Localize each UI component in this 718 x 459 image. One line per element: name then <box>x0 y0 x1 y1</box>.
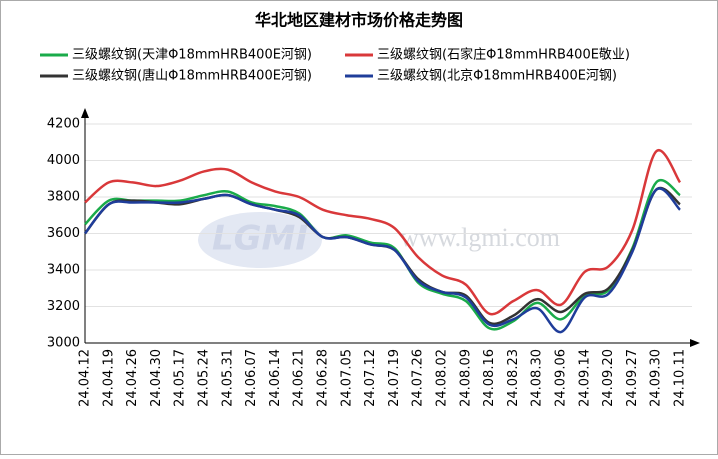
x-tick-label: 24.04.30 <box>149 349 164 407</box>
x-tick-label: 24.04.19 <box>101 349 116 407</box>
series-line <box>84 179 681 331</box>
x-tick-label: 24.09.27 <box>625 349 640 407</box>
legend-label: 三级螺纹钢(天津Φ18mmHRB400E河钢) <box>72 48 312 63</box>
x-tick-label: 24.09.06 <box>554 349 569 407</box>
chart-title: 华北地区建材市场价格走势图 <box>255 11 463 30</box>
x-tick-label: 24.04.26 <box>125 349 140 407</box>
x-tick-label: 24.08.30 <box>530 349 545 407</box>
y-axis-arrow <box>81 108 89 118</box>
x-axis-arrow <box>690 339 700 347</box>
x-tick-label: 24.06.14 <box>268 349 283 407</box>
y-tick-label: 4200 <box>47 117 80 132</box>
watermark-logo <box>198 212 322 268</box>
x-tick-label: 24.06.21 <box>292 349 307 407</box>
x-tick-label: 24.06.07 <box>244 349 259 407</box>
x-tick-label: 24.09.30 <box>649 349 664 407</box>
x-tick-label: 24.05.24 <box>197 349 212 407</box>
legend-label: 三级螺纹钢(北京Φ18mmHRB400E河钢) <box>377 69 617 84</box>
x-tick-label: 24.04.12 <box>78 349 93 407</box>
y-tick-label: 3800 <box>47 190 80 205</box>
x-tick-label: 24.10.11 <box>673 349 688 407</box>
legend-label: 三级螺纹钢(唐山Φ18mmHRB400E河钢) <box>72 68 312 84</box>
watermark-logo-text: LGMI <box>212 219 308 259</box>
x-tick-label: 24.06.28 <box>316 349 331 407</box>
series-line <box>84 187 681 334</box>
y-tick-label: 4000 <box>47 153 80 168</box>
x-tick-label: 24.09.20 <box>601 349 616 407</box>
x-tick-label: 24.08.23 <box>506 349 521 407</box>
x-tick-label: 24.07.05 <box>339 349 354 407</box>
x-tick-label: 24.05.17 <box>173 349 188 407</box>
legend-label: 三级螺纹钢(石家庄Φ18mmHRB400E敬业) <box>377 47 630 63</box>
series-line <box>84 148 682 316</box>
y-tick-label: 3200 <box>47 299 80 314</box>
watermark-url: www.lgmi.com <box>400 223 560 252</box>
x-tick-label: 24.07.19 <box>387 349 402 407</box>
x-tick-label: 24.08.02 <box>435 349 450 407</box>
y-tick-label: 3400 <box>47 263 80 278</box>
x-tick-label: 24.09.14 <box>577 349 592 407</box>
x-tick-label: 24.08.16 <box>482 349 497 407</box>
x-tick-label: 24.07.12 <box>363 349 378 407</box>
x-tick-label: 24.08.09 <box>458 349 473 407</box>
y-tick-label: 3000 <box>47 336 80 351</box>
x-tick-label: 24.05.31 <box>220 349 235 407</box>
y-tick-label: 3600 <box>47 226 80 241</box>
x-tick-label: 24.07.26 <box>411 349 426 407</box>
